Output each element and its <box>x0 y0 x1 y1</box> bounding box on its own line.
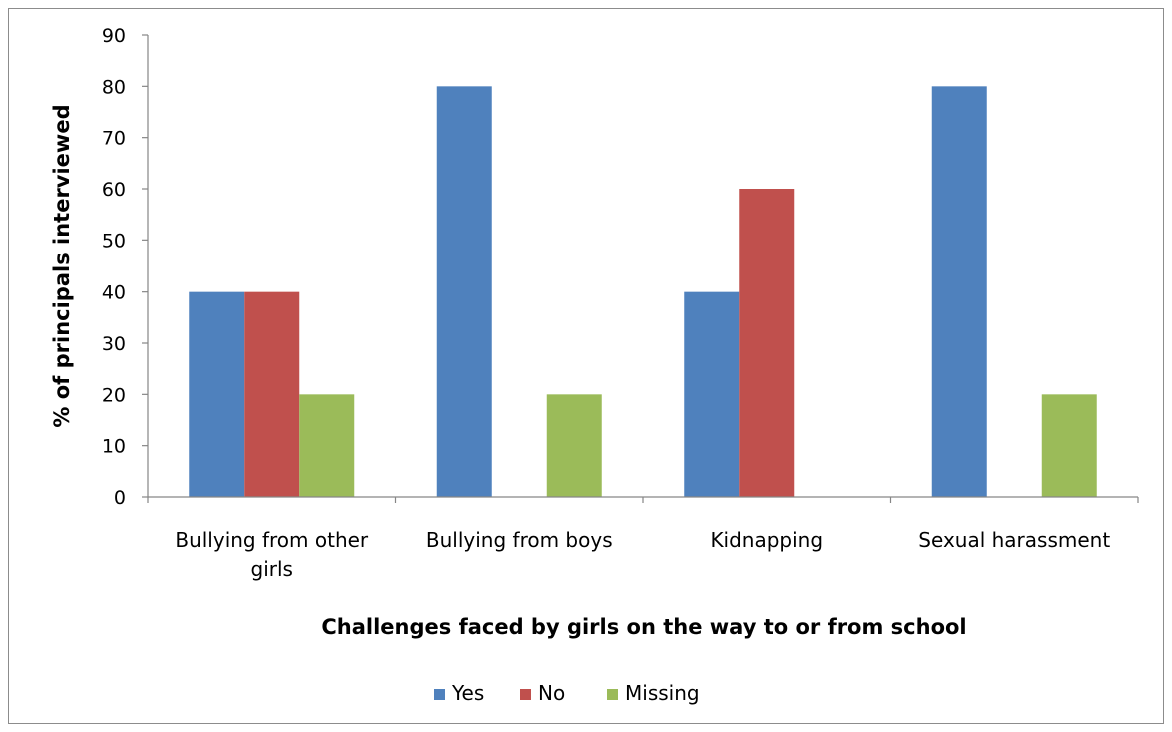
y-tick-label: 20 <box>102 384 126 406</box>
bar-no <box>244 291 300 497</box>
x-axis-title: Challenges faced by girls on the way to … <box>321 615 966 639</box>
legend-swatch-yes <box>434 689 445 700</box>
bar-yes <box>684 291 740 497</box>
y-axis-title: % of principals interviewed <box>50 104 74 427</box>
legend-label-no: No <box>538 681 565 705</box>
y-tick-label: 10 <box>102 436 126 458</box>
x-category-label: Kidnapping <box>710 528 823 552</box>
bar-yes <box>931 86 987 497</box>
legend-swatch-no <box>520 689 531 700</box>
bar-missing <box>299 394 355 497</box>
bar-no <box>739 189 795 497</box>
bar-yes <box>436 86 492 497</box>
bar-missing <box>1041 394 1097 497</box>
y-tick-label: 50 <box>102 230 126 252</box>
legend-label-yes: Yes <box>451 681 484 705</box>
bar-missing <box>546 394 602 497</box>
x-category-label: Bullying from boys <box>426 528 613 552</box>
y-tick-label: 80 <box>102 76 126 98</box>
legend: Yes No Missing <box>434 681 700 705</box>
legend-label-missing: Missing <box>625 681 700 705</box>
axes-group <box>142 34 1139 503</box>
y-tick-labels: 0 10 20 30 40 50 60 70 80 90 <box>102 25 126 509</box>
x-category-label: Bullying from other girls <box>175 528 369 581</box>
y-tick-label: 60 <box>102 179 126 201</box>
y-tick-label: 0 <box>114 487 126 509</box>
y-tick-label: 70 <box>102 128 126 150</box>
legend-swatch-missing <box>607 689 618 700</box>
y-tick-label: 30 <box>102 333 126 355</box>
y-tick-label: 40 <box>102 282 126 304</box>
bar-yes <box>189 291 245 497</box>
x-category-label: Sexual harassment <box>918 528 1110 552</box>
bars-group <box>189 86 1097 497</box>
y-tick-label: 90 <box>102 25 126 47</box>
x-category-labels: Bullying from other girls Bullying from bo… <box>175 528 1110 581</box>
